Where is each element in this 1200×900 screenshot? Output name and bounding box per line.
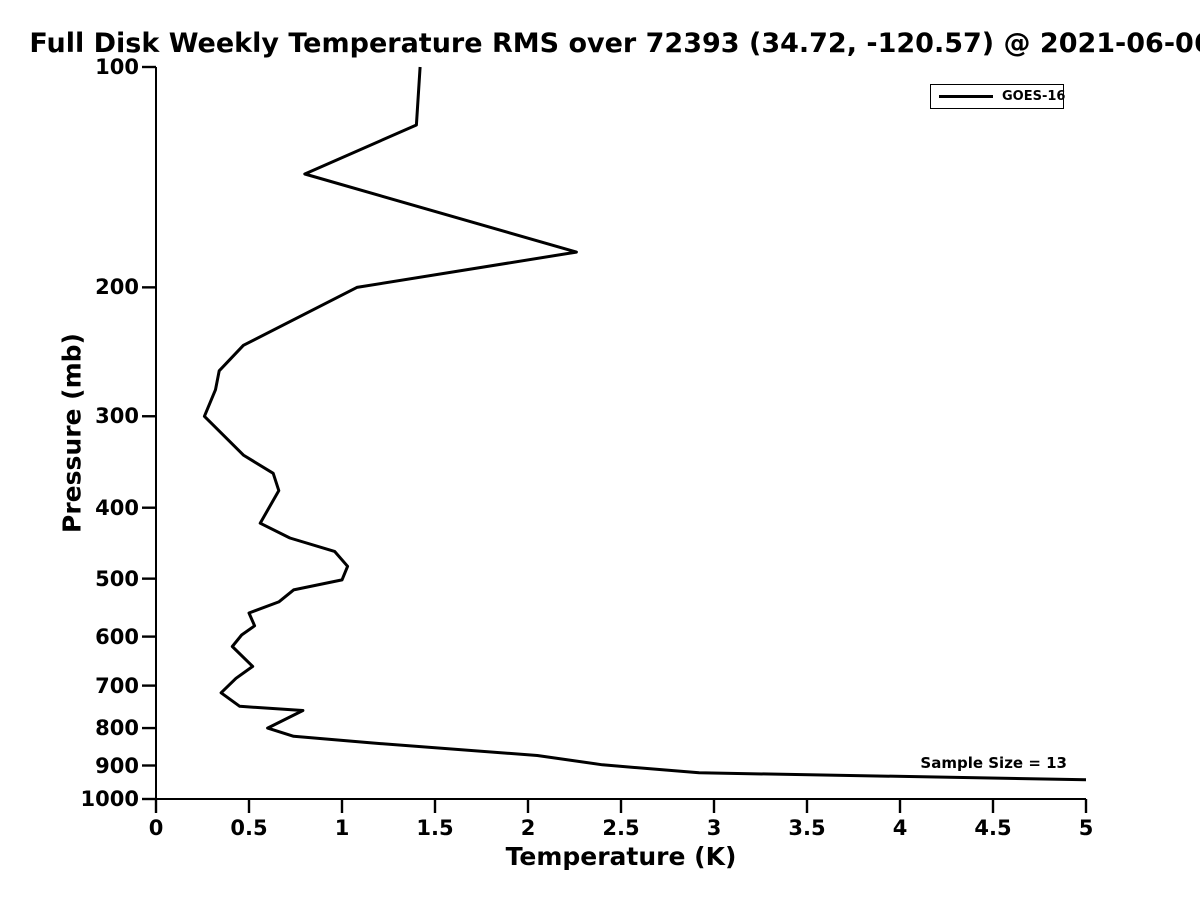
legend-line-sample-icon <box>939 95 993 98</box>
legend: GOES-16 <box>930 84 1066 109</box>
x-tick-label: 0 <box>148 816 164 840</box>
x-tick-label: 4.5 <box>974 816 1012 840</box>
x-tick-label: 2.5 <box>602 816 640 840</box>
goes16-series-line <box>202 66 1087 782</box>
x-tick-label: 3.5 <box>788 816 826 840</box>
x-tick-label: 4 <box>892 816 908 840</box>
y-tick-label: 900 <box>95 753 139 778</box>
x-tick-label: 1 <box>334 816 350 840</box>
y-tick-label: 600 <box>95 624 139 649</box>
x-tick-label: 2 <box>520 816 536 840</box>
axis-spines <box>155 67 1086 800</box>
x-axis-label: Temperature (K) <box>505 842 737 871</box>
y-tick-label: 400 <box>95 495 139 520</box>
x-tick-label: 3 <box>706 816 722 840</box>
x-tick-label: 1.5 <box>416 816 454 840</box>
y-tick-label: 300 <box>95 404 139 429</box>
x-tick-label: 5 <box>1078 816 1094 840</box>
y-tick-label: 1000 <box>80 787 139 811</box>
y-tick-label: 200 <box>95 275 139 300</box>
y-tick-label: 500 <box>95 566 139 591</box>
chart-title: Full Disk Weekly Temperature RMS over 72… <box>29 28 1200 59</box>
y-tick-label: 800 <box>95 716 139 741</box>
tick-marks <box>142 65 1088 813</box>
sample-size-annotation: Sample Size = 13 <box>920 754 1067 772</box>
legend-label: GOES-16 <box>1002 89 1066 104</box>
y-tick-label: 100 <box>95 55 139 79</box>
x-tick-label: 0.5 <box>230 816 268 840</box>
y-tick-label: 700 <box>95 673 139 698</box>
